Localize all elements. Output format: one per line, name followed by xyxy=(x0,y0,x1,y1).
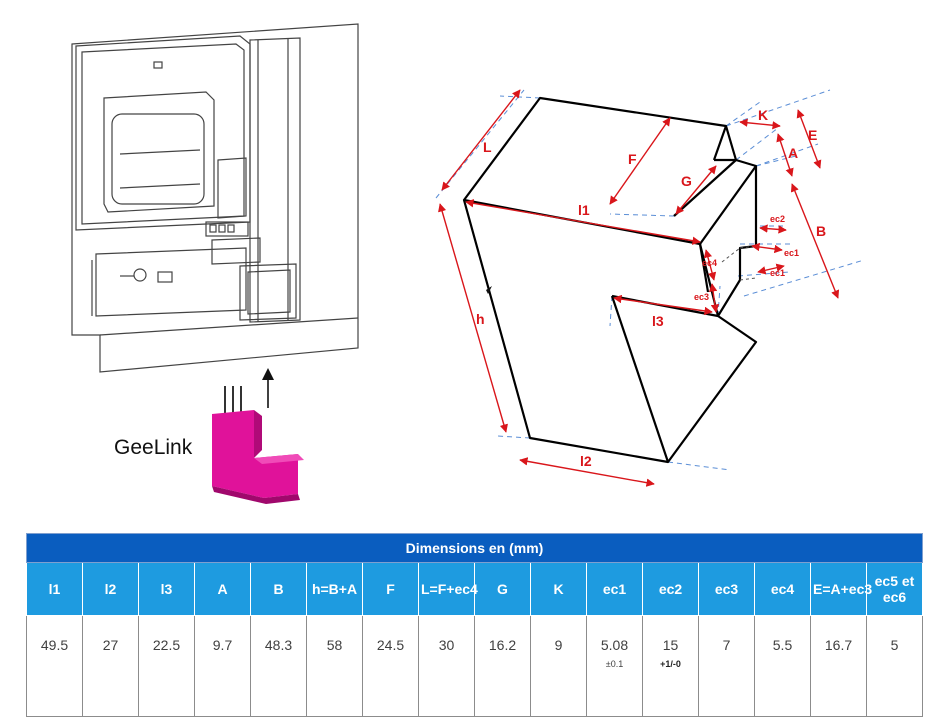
value-text: 5 xyxy=(890,637,899,653)
value-text: 58 xyxy=(326,637,343,653)
value-text: 9 xyxy=(554,637,563,653)
label-A: A xyxy=(788,145,798,161)
label-ec1-bottom: ec1 xyxy=(770,268,785,278)
label-ec3: ec3 xyxy=(694,292,709,302)
label-G: G xyxy=(681,173,692,189)
value-cell: 24.5 xyxy=(362,615,419,717)
value-text: 30 xyxy=(438,637,455,653)
header-cell: G xyxy=(474,562,531,616)
value-cell: 27 xyxy=(82,615,139,717)
label-K: K xyxy=(758,107,768,123)
header-cell: F xyxy=(362,562,419,616)
value-cell: 58 xyxy=(306,615,363,717)
value-text: 22.5 xyxy=(152,637,181,653)
value-text: 5.08 xyxy=(600,637,629,653)
value-text: 5.5 xyxy=(772,637,793,653)
label-l3: l3 xyxy=(652,313,664,329)
lock-icon xyxy=(133,268,147,282)
block-outline xyxy=(462,96,758,464)
header-cell: ec1 xyxy=(586,562,643,616)
header-cell: ec4 xyxy=(754,562,811,616)
dimension-diagram: L F G K E A B l1 h l3 l2 ec2 ec1 ec1 ec4… xyxy=(435,89,865,487)
insert-arrow xyxy=(262,368,274,408)
value-text: 48.3 xyxy=(264,637,293,653)
label-F: F xyxy=(628,151,637,167)
label-l1: l1 xyxy=(578,202,590,218)
header-cell: l1 xyxy=(26,562,83,616)
header-cell: L=F+ec4 xyxy=(418,562,478,616)
label-L: L xyxy=(483,139,492,155)
value-cell: 16.7 xyxy=(810,615,867,717)
value-cell: 30 xyxy=(418,615,475,717)
label-ec2: ec2 xyxy=(770,214,785,224)
value-text: 24.5 xyxy=(376,637,405,653)
value-text: 16.2 xyxy=(488,637,517,653)
geelink-label: GeeLink xyxy=(114,436,193,459)
table-title: Dimensions en (mm) xyxy=(26,533,923,563)
label-h: h xyxy=(476,311,485,327)
value-text: 27 xyxy=(102,637,119,653)
value-text: 9.7 xyxy=(212,637,233,653)
value-cell: 15 +1/-0 xyxy=(642,615,699,717)
indicator-led xyxy=(153,61,163,69)
device-illustration: GeeLink xyxy=(71,23,359,504)
value-cell: 5 xyxy=(866,615,923,717)
dimension-arrows xyxy=(438,89,840,487)
header-cell: l2 xyxy=(82,562,139,616)
value-cell: 5.5 xyxy=(754,615,811,717)
label-l2: l2 xyxy=(580,453,592,469)
header-cell: B xyxy=(250,562,307,616)
label-ec4: ec4 xyxy=(702,258,717,268)
value-cell: 49.5 xyxy=(26,615,83,717)
value-text: 7 xyxy=(722,637,731,653)
header-cell: ec2 xyxy=(642,562,699,616)
value-cell: 48.3 xyxy=(250,615,307,717)
header-cell: E=A+ec3 xyxy=(810,562,872,616)
header-cell: A xyxy=(194,562,251,616)
value-cell: 9 xyxy=(530,615,587,717)
wall-plate xyxy=(71,23,359,373)
geelink-module xyxy=(212,386,304,504)
header-cell: ec3 xyxy=(698,562,755,616)
label-ec1-top: ec1 xyxy=(784,248,799,258)
value-cell: 5.08 ±0.1 xyxy=(586,615,643,717)
value-cell: 7 xyxy=(698,615,755,717)
value-cell: 16.2 xyxy=(474,615,531,717)
value-cell: 9.7 xyxy=(194,615,251,717)
label-B: B xyxy=(816,223,826,239)
tolerance-text: ±0.1 xyxy=(605,659,624,669)
value-cell: 22.5 xyxy=(138,615,195,717)
value-text: 15 xyxy=(662,637,679,653)
header-cell: h=B+A xyxy=(306,562,363,616)
header-cell: l3 xyxy=(138,562,195,616)
header-cell: K xyxy=(530,562,587,616)
value-row: 49.5 27 22.5 9.7 48.3 58 24.5 30 16.2 9 5.08 ±0.1 15… xyxy=(26,615,923,717)
tolerance-text: +1/-0 xyxy=(660,659,681,669)
label-E: E xyxy=(808,127,817,143)
value-text: 49.5 xyxy=(40,637,69,653)
value-text: 16.7 xyxy=(824,637,853,653)
display-window xyxy=(103,91,215,213)
header-cell: ec5 et ec6 xyxy=(866,562,923,616)
